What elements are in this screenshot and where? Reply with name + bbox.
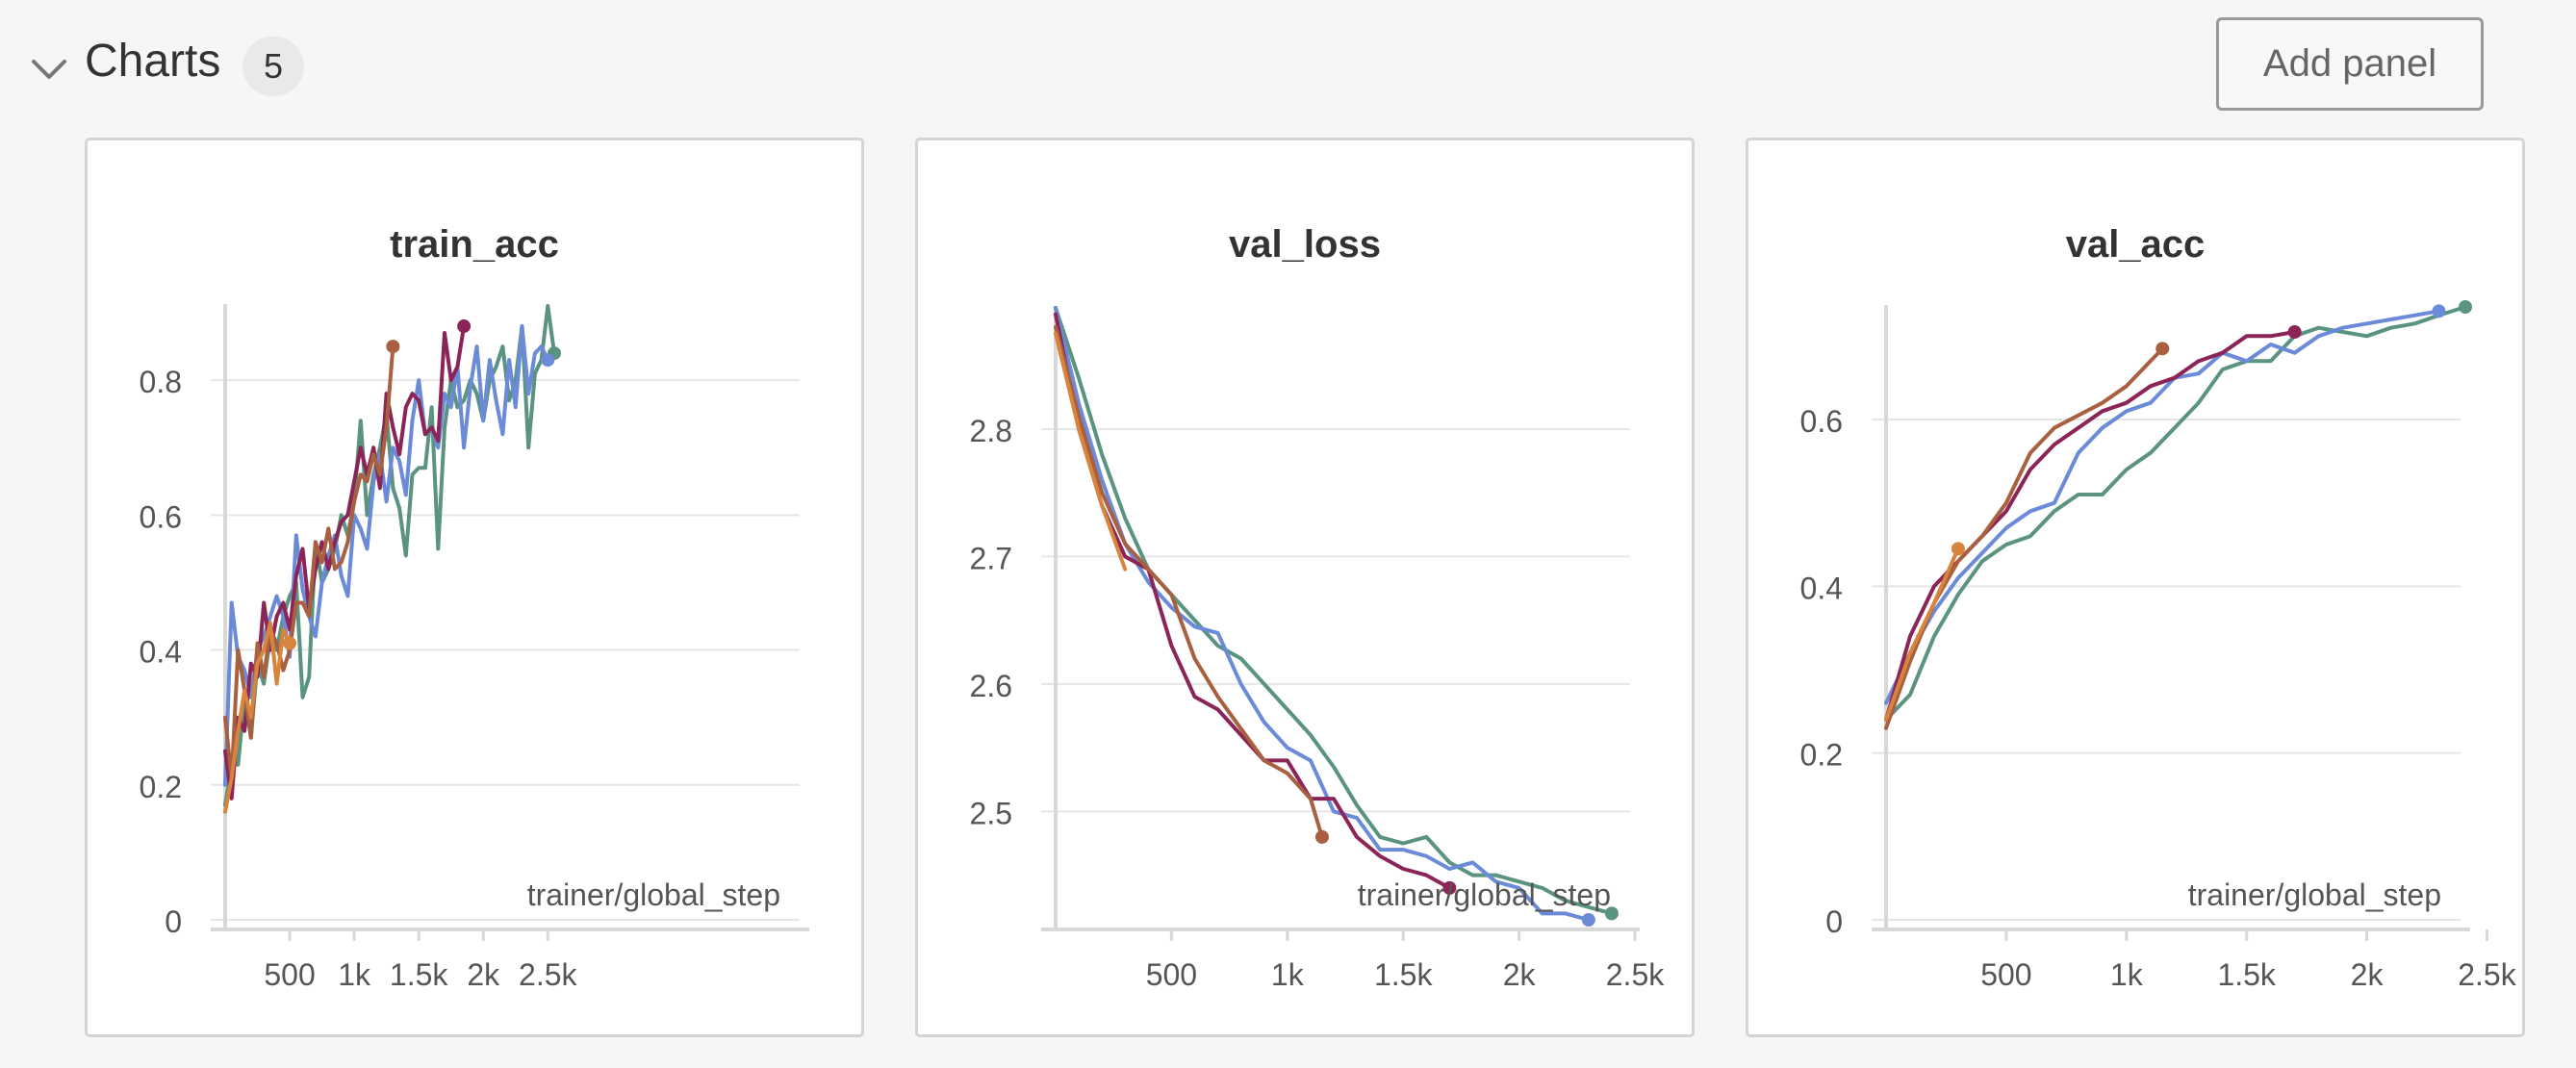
series-line — [223, 304, 556, 807]
panel-title: train_acc — [390, 223, 559, 266]
x-tick-label: 1.5k — [390, 957, 448, 992]
x-tick-label: 1.5k — [1374, 957, 1433, 992]
series-end-marker — [1314, 829, 1329, 844]
chevron-down-icon[interactable] — [29, 54, 69, 83]
x-axis-title: trainer/global_step — [1358, 877, 1611, 912]
series-end-marker — [457, 319, 472, 334]
panel-val-acc[interactable]: val_acc 0 0.2 0.4 0.6 500 1k 1.5k 2k 2.5k trainer… — [1746, 138, 2525, 1037]
x-tick-label: 500 — [264, 957, 315, 992]
y-tick-label: 2.8 — [970, 414, 1012, 448]
chart-val-acc: 0 0.2 0.4 0.6 500 1k 1.5k 2k 2.5k trainer/global_… — [1800, 300, 2517, 992]
charts-section-header: Charts 5 Add panel — [0, 0, 2576, 135]
x-tick-label: 500 — [1146, 957, 1197, 992]
series-line — [1884, 547, 1960, 722]
series-line — [1054, 306, 1614, 916]
series-line — [1054, 312, 1452, 890]
series-line — [1054, 324, 1324, 839]
panel-title: val_loss — [1229, 223, 1381, 266]
x-tick-label: 1.5k — [2217, 957, 2276, 992]
series-line — [223, 324, 550, 787]
series-line — [1054, 306, 1591, 922]
x-tick-label: 1k — [338, 957, 371, 992]
y-tick-label: 0.2 — [140, 770, 182, 804]
x-tick-label: 1k — [1271, 957, 1305, 992]
x-axis-title: trainer/global_step — [2188, 877, 2441, 912]
chart-val-loss: 2.5 2.6 2.7 2.8 500 1k 1.5k 2k 2.5k trainer/globa… — [970, 306, 1665, 992]
panel-count-badge: 5 — [242, 37, 304, 96]
series-end-marker — [1951, 542, 1965, 556]
y-tick-label: 0 — [165, 904, 182, 939]
series-end-marker — [1604, 906, 1619, 921]
x-tick-label: 2k — [467, 957, 500, 992]
series-end-marker — [541, 353, 555, 368]
series-end-marker — [2155, 342, 2170, 356]
series-line — [1054, 331, 1128, 572]
series-end-marker — [283, 636, 297, 650]
y-tick-label: 2.6 — [970, 669, 1012, 703]
series-line — [223, 621, 293, 814]
x-tick-label: 1k — [2110, 957, 2144, 992]
series-line — [1884, 330, 2297, 722]
x-tick-label: 2.5k — [1606, 957, 1665, 992]
y-tick-label: 0 — [1825, 904, 1843, 939]
series-line — [223, 324, 467, 801]
y-tick-label: 0.4 — [140, 635, 182, 670]
panel-title: val_acc — [2065, 223, 2206, 266]
add-panel-button[interactable]: Add panel — [2216, 17, 2484, 111]
x-tick-label: 2.5k — [2458, 957, 2516, 992]
series-line — [1884, 309, 2441, 705]
x-tick-label: 2.5k — [519, 957, 577, 992]
series-end-marker — [2459, 300, 2472, 314]
y-tick-label: 0.6 — [1800, 404, 1843, 439]
chart-train-acc: 0 0.2 0.4 0.6 0.8 500 1k 1.5k 2k 2.5k trainer/glob… — [140, 304, 809, 992]
y-tick-label: 0.6 — [140, 499, 182, 534]
series-end-marker — [2432, 304, 2446, 318]
panel-val-loss[interactable]: val_loss 2.5 2.6 2.7 2.8 500 1k 1.5k 2k 2.5k trai… — [915, 138, 1695, 1037]
x-tick-label: 2k — [1503, 957, 1537, 992]
x-tick-label: 500 — [1980, 957, 2031, 992]
y-tick-label: 2.7 — [970, 541, 1012, 575]
series-line — [1884, 305, 2467, 722]
x-tick-label: 2k — [2351, 957, 2385, 992]
series-end-marker — [1442, 880, 1457, 895]
y-tick-label: 0.8 — [140, 365, 182, 399]
series-end-marker — [2287, 325, 2302, 339]
section-title[interactable]: Charts — [85, 36, 221, 87]
series-end-marker — [1581, 913, 1595, 927]
panel-train-acc[interactable]: train_acc 0 0.2 0.4 0.6 0.8 500 1k 1.5k 2k 2.5k tr… — [85, 138, 864, 1037]
y-tick-label: 0.2 — [1800, 738, 1843, 773]
y-tick-label: 2.5 — [970, 796, 1012, 830]
series-end-marker — [386, 340, 400, 354]
x-axis-title: trainer/global_step — [527, 877, 780, 912]
y-tick-label: 0.4 — [1800, 571, 1843, 605]
